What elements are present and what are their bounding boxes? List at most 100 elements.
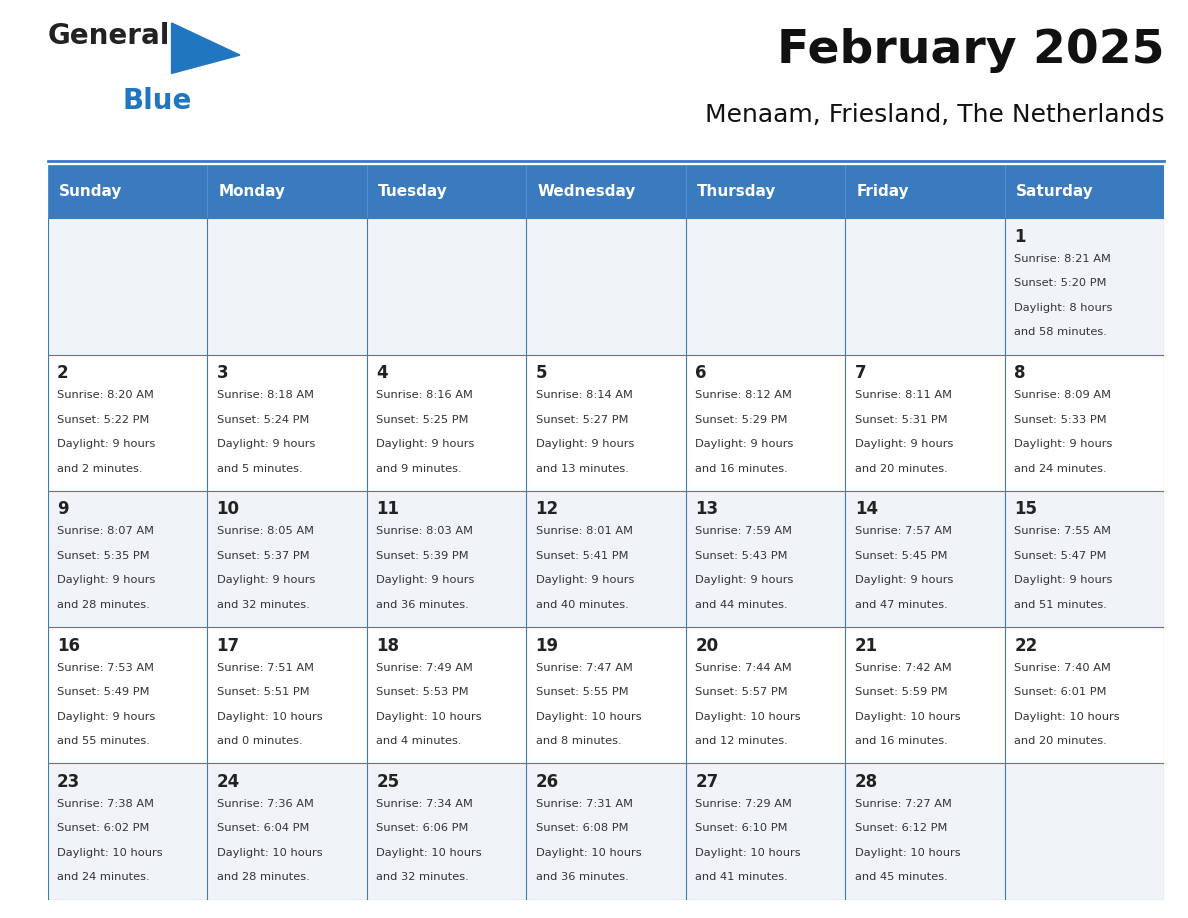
Text: Saturday: Saturday <box>1016 185 1094 199</box>
FancyBboxPatch shape <box>1005 627 1164 764</box>
Text: February 2025: February 2025 <box>777 28 1164 73</box>
Text: Sunset: 5:31 PM: Sunset: 5:31 PM <box>854 415 947 425</box>
Text: 4: 4 <box>377 364 387 382</box>
Text: Sunrise: 7:47 AM: Sunrise: 7:47 AM <box>536 663 632 673</box>
Text: General: General <box>48 22 170 50</box>
Text: Sunrise: 8:16 AM: Sunrise: 8:16 AM <box>377 390 473 400</box>
Text: Sunset: 5:53 PM: Sunset: 5:53 PM <box>377 687 469 697</box>
Text: 19: 19 <box>536 637 558 655</box>
FancyBboxPatch shape <box>685 165 845 218</box>
FancyBboxPatch shape <box>1005 764 1164 900</box>
Text: Daylight: 9 hours: Daylight: 9 hours <box>377 576 474 586</box>
Text: Sunrise: 7:59 AM: Sunrise: 7:59 AM <box>695 526 792 536</box>
Text: 25: 25 <box>377 773 399 791</box>
Text: Sunrise: 8:09 AM: Sunrise: 8:09 AM <box>1015 390 1111 400</box>
FancyBboxPatch shape <box>367 764 526 900</box>
FancyBboxPatch shape <box>367 354 526 491</box>
Text: 11: 11 <box>377 500 399 519</box>
Text: 10: 10 <box>216 500 240 519</box>
FancyBboxPatch shape <box>845 491 1005 627</box>
Text: Sunrise: 8:14 AM: Sunrise: 8:14 AM <box>536 390 632 400</box>
FancyBboxPatch shape <box>1005 491 1164 627</box>
Text: Sunset: 5:33 PM: Sunset: 5:33 PM <box>1015 415 1107 425</box>
Text: Daylight: 9 hours: Daylight: 9 hours <box>57 711 156 722</box>
FancyBboxPatch shape <box>1005 354 1164 491</box>
FancyBboxPatch shape <box>207 354 367 491</box>
Text: 1: 1 <box>1015 228 1025 246</box>
Text: and 51 minutes.: and 51 minutes. <box>1015 600 1107 610</box>
Text: Sunset: 5:45 PM: Sunset: 5:45 PM <box>854 551 947 561</box>
Text: Daylight: 9 hours: Daylight: 9 hours <box>695 439 794 449</box>
Text: 17: 17 <box>216 637 240 655</box>
Text: Daylight: 10 hours: Daylight: 10 hours <box>57 848 163 858</box>
Polygon shape <box>171 23 240 73</box>
Text: Daylight: 8 hours: Daylight: 8 hours <box>1015 303 1113 313</box>
Text: Daylight: 10 hours: Daylight: 10 hours <box>377 711 482 722</box>
Text: Blue: Blue <box>122 87 191 116</box>
Text: Daylight: 10 hours: Daylight: 10 hours <box>536 848 642 858</box>
Text: 21: 21 <box>854 637 878 655</box>
Text: Sunset: 5:51 PM: Sunset: 5:51 PM <box>216 687 309 697</box>
Text: and 9 minutes.: and 9 minutes. <box>377 464 462 474</box>
Text: and 2 minutes.: and 2 minutes. <box>57 464 143 474</box>
Text: Sunset: 5:20 PM: Sunset: 5:20 PM <box>1015 278 1107 288</box>
Text: Sunset: 5:55 PM: Sunset: 5:55 PM <box>536 687 628 697</box>
Text: Sunset: 5:49 PM: Sunset: 5:49 PM <box>57 687 150 697</box>
Text: and 20 minutes.: and 20 minutes. <box>1015 736 1107 746</box>
Text: Sunset: 5:41 PM: Sunset: 5:41 PM <box>536 551 628 561</box>
Text: and 58 minutes.: and 58 minutes. <box>1015 328 1107 338</box>
FancyBboxPatch shape <box>685 354 845 491</box>
FancyBboxPatch shape <box>845 764 1005 900</box>
FancyBboxPatch shape <box>845 165 1005 218</box>
Text: Sunrise: 7:55 AM: Sunrise: 7:55 AM <box>1015 526 1111 536</box>
Text: Daylight: 9 hours: Daylight: 9 hours <box>216 439 315 449</box>
Text: 14: 14 <box>854 500 878 519</box>
Text: Daylight: 10 hours: Daylight: 10 hours <box>216 711 322 722</box>
Text: 12: 12 <box>536 500 558 519</box>
Text: Sunrise: 7:57 AM: Sunrise: 7:57 AM <box>854 526 952 536</box>
Text: Sunrise: 7:44 AM: Sunrise: 7:44 AM <box>695 663 792 673</box>
FancyBboxPatch shape <box>207 491 367 627</box>
Text: and 8 minutes.: and 8 minutes. <box>536 736 621 746</box>
FancyBboxPatch shape <box>48 165 207 218</box>
Text: Sunset: 5:47 PM: Sunset: 5:47 PM <box>1015 551 1107 561</box>
Text: Daylight: 9 hours: Daylight: 9 hours <box>536 439 634 449</box>
Text: Daylight: 10 hours: Daylight: 10 hours <box>854 711 960 722</box>
Text: Sunset: 5:35 PM: Sunset: 5:35 PM <box>57 551 150 561</box>
Text: Sunrise: 8:12 AM: Sunrise: 8:12 AM <box>695 390 792 400</box>
Text: Sunset: 6:01 PM: Sunset: 6:01 PM <box>1015 687 1107 697</box>
Text: Sunset: 5:24 PM: Sunset: 5:24 PM <box>216 415 309 425</box>
FancyBboxPatch shape <box>526 218 685 354</box>
Text: Sunset: 6:12 PM: Sunset: 6:12 PM <box>854 823 947 834</box>
Text: Sunset: 5:27 PM: Sunset: 5:27 PM <box>536 415 628 425</box>
Text: Sunrise: 8:05 AM: Sunrise: 8:05 AM <box>216 526 314 536</box>
FancyBboxPatch shape <box>367 165 526 218</box>
FancyBboxPatch shape <box>685 491 845 627</box>
Text: Sunrise: 8:11 AM: Sunrise: 8:11 AM <box>854 390 952 400</box>
Text: Daylight: 10 hours: Daylight: 10 hours <box>377 848 482 858</box>
Text: Daylight: 9 hours: Daylight: 9 hours <box>1015 439 1113 449</box>
Text: Sunset: 6:02 PM: Sunset: 6:02 PM <box>57 823 150 834</box>
FancyBboxPatch shape <box>526 627 685 764</box>
FancyBboxPatch shape <box>526 491 685 627</box>
Text: Sunday: Sunday <box>58 185 122 199</box>
FancyBboxPatch shape <box>48 627 207 764</box>
Text: and 36 minutes.: and 36 minutes. <box>536 872 628 882</box>
Text: and 24 minutes.: and 24 minutes. <box>57 872 150 882</box>
FancyBboxPatch shape <box>48 354 207 491</box>
FancyBboxPatch shape <box>367 627 526 764</box>
Text: Daylight: 9 hours: Daylight: 9 hours <box>216 576 315 586</box>
Text: Sunset: 5:37 PM: Sunset: 5:37 PM <box>216 551 309 561</box>
Text: Daylight: 10 hours: Daylight: 10 hours <box>1015 711 1120 722</box>
FancyBboxPatch shape <box>685 764 845 900</box>
Text: Sunrise: 7:34 AM: Sunrise: 7:34 AM <box>377 799 473 809</box>
Text: 5: 5 <box>536 364 548 382</box>
Text: 9: 9 <box>57 500 69 519</box>
Text: and 47 minutes.: and 47 minutes. <box>854 600 948 610</box>
FancyBboxPatch shape <box>526 764 685 900</box>
Text: Daylight: 9 hours: Daylight: 9 hours <box>377 439 474 449</box>
Text: Sunrise: 7:42 AM: Sunrise: 7:42 AM <box>854 663 952 673</box>
Text: Sunset: 5:57 PM: Sunset: 5:57 PM <box>695 687 788 697</box>
Text: 23: 23 <box>57 773 81 791</box>
Text: and 40 minutes.: and 40 minutes. <box>536 600 628 610</box>
